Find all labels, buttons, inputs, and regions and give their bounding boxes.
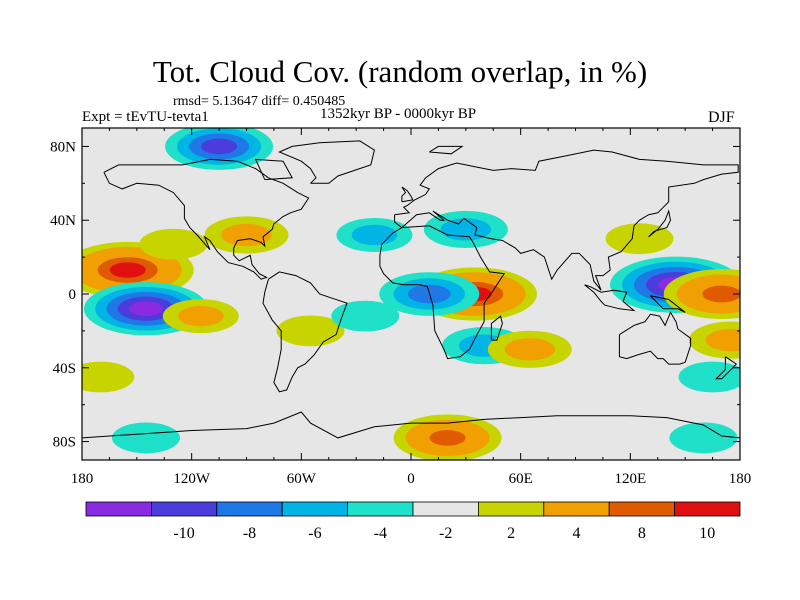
coastline-south-america (262, 271, 348, 393)
colorbar-swatch (412, 501, 479, 517)
x-tick-label: 120W (173, 471, 211, 487)
y-tick-label: 80N (50, 139, 76, 155)
coastline-africa (379, 225, 506, 360)
anomaly-layer (82, 128, 740, 460)
y-tick-label: 0 (69, 287, 77, 303)
colorbar-swatch (216, 501, 283, 517)
colorbar-swatch (608, 501, 676, 517)
anomaly-cell-2 (178, 305, 224, 327)
y-tick-label: 40N (50, 213, 76, 229)
x-tick-label: 60W (287, 471, 317, 487)
colorbar-label: 8 (638, 525, 646, 542)
anomaly-cell-16 (331, 300, 400, 332)
colorbar-swatch (477, 501, 545, 517)
coastline-indonesia (584, 284, 636, 312)
coastline-antarctica (82, 411, 740, 439)
colorbar-label: -4 (374, 525, 387, 542)
coastline-svalbard (429, 145, 464, 155)
colorbar-label: -10 (173, 525, 194, 542)
colorbar-swatch (85, 501, 152, 517)
stats-line: rmsd= 5.13647 diff= 0.450485 (173, 94, 346, 109)
colorbar-label: 2 (507, 525, 515, 542)
anomaly-cell-9 (702, 285, 740, 303)
colorbar-label: 4 (573, 525, 581, 542)
colorbar-label: -2 (439, 525, 452, 542)
anomaly-cell-15 (276, 315, 345, 347)
x-tick-label: 60E (509, 471, 533, 487)
anomaly-cell-18 (429, 430, 466, 446)
colorbar-swatch (281, 501, 349, 517)
anomaly-cell-21 (678, 361, 740, 393)
colorbar-swatch (543, 501, 610, 517)
x-tick-label: 180 (729, 471, 752, 487)
season-label: DJF (708, 109, 735, 126)
anomaly-cell-7 (504, 338, 556, 361)
period-label: 1352kyr BP - 0000kyr BP (320, 106, 477, 122)
coastline-layer (82, 140, 740, 439)
colorbar-swatch (347, 501, 414, 517)
coastline-eurasia (394, 149, 739, 291)
colorbar-swatch (674, 501, 741, 517)
anomaly-cell-22 (82, 361, 135, 393)
anomaly-cell-10 (705, 328, 740, 352)
anomaly-cell-11 (605, 223, 674, 255)
anomaly-cell-20 (669, 422, 738, 454)
anomaly-cell-17 (201, 138, 238, 155)
coastline-australia (618, 311, 692, 365)
anomaly-cell-14 (221, 223, 272, 247)
colorbar-label: -6 (308, 525, 321, 542)
anomaly-cell-1 (129, 301, 163, 317)
anomaly-cell-0 (109, 262, 146, 278)
coastline-madagascar (490, 315, 503, 341)
coastline-north-america (103, 158, 310, 280)
coastline-new-guinea (650, 295, 686, 313)
colorbar-swatch (150, 501, 218, 517)
x-tick-label: 120E (614, 471, 646, 487)
coastline-new-zealand (714, 356, 738, 380)
coastline-uk (401, 186, 414, 203)
anomaly-cell-19 (111, 422, 180, 454)
colorbar-label: -8 (243, 525, 256, 542)
colorbar-label: 10 (699, 525, 715, 542)
coastline-greenland (278, 140, 375, 184)
chart-title: Tot. Cloud Cov. (random overlap, in %) (152, 54, 648, 89)
y-tick-label: 80S (53, 435, 76, 451)
experiment-label: Expt = tEvTU-tevta1 (82, 109, 209, 125)
coastline-japan (648, 209, 672, 238)
x-tick-label: 0 (407, 471, 415, 487)
x-tick-label: 180 (71, 471, 94, 487)
coastline-baffin (254, 158, 294, 181)
y-tick-label: 40S (53, 361, 76, 377)
anomaly-cell-3 (139, 228, 208, 260)
